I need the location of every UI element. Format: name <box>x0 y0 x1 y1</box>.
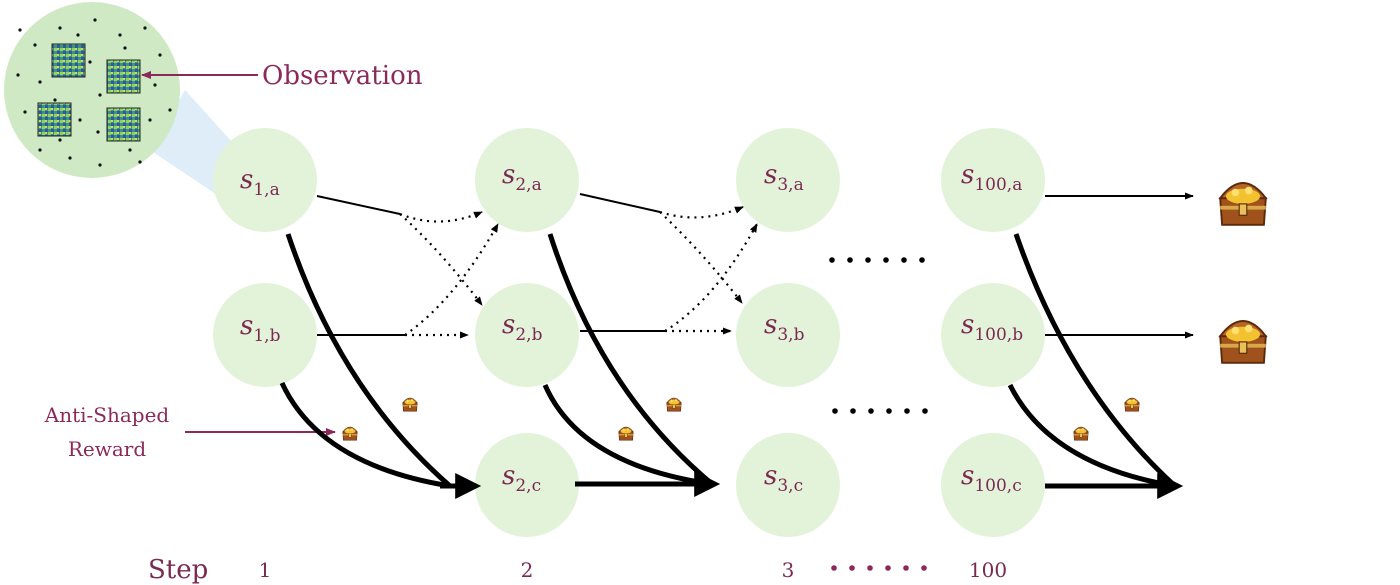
node-labels: s1,a s1,b s2,a s2,b s2,c s3,a s3,b s3,c … <box>240 160 1023 496</box>
treasure-chest-icon <box>666 397 682 412</box>
step-value-2: 2 <box>521 558 534 582</box>
observation-patch-icon <box>106 107 141 142</box>
step-value-3: 3 <box>782 558 795 582</box>
dotted-edges <box>399 205 758 339</box>
treasure-chest-icon <box>1073 426 1089 441</box>
node-s1a <box>213 128 317 232</box>
observation-dots <box>16 18 172 167</box>
node-s3a <box>736 128 840 232</box>
node-s3b <box>736 283 840 387</box>
edge-s1a-s2a <box>399 210 483 223</box>
step-label: Step <box>148 555 208 585</box>
node-label-s100b: s100,b <box>961 310 1023 345</box>
node-s3c <box>736 433 840 537</box>
ellipsis-row-a <box>829 257 925 263</box>
node-label-s2b: s2,b <box>502 310 543 345</box>
observation-zoom <box>4 2 180 178</box>
step-value-100: 100 <box>969 558 1007 582</box>
node-label-s1b: s1,b <box>240 311 281 346</box>
edge-s2a-s3a <box>659 205 744 219</box>
treasure-chest-icon <box>618 426 634 441</box>
edge-s1a-s2b <box>399 213 483 306</box>
treasure-chest-icon <box>1219 182 1267 226</box>
node-s100b <box>941 283 1045 387</box>
step-row: Step 1 2 3 100 <box>148 555 1007 585</box>
ellipsis-steps <box>831 565 927 571</box>
solid-edges <box>316 192 1194 339</box>
node-s2b <box>475 283 579 387</box>
treasure-chest-icon <box>342 426 358 441</box>
node-label-s3a: s3,a <box>764 160 804 195</box>
node-s100a <box>941 128 1045 232</box>
node-label-s1a: s1,a <box>240 165 280 200</box>
edge-s1a-out <box>316 195 401 215</box>
anti-shaped-label-line1: Anti-Shaped <box>44 403 170 427</box>
treasure-chest-icon <box>402 397 418 412</box>
nodes <box>213 128 1045 537</box>
node-label-s3b: s3,b <box>764 310 805 345</box>
node-label-s100a: s100,a <box>961 160 1022 195</box>
observation-label: Observation <box>262 61 423 91</box>
node-s1b <box>213 283 317 387</box>
treasure-chest-icon <box>1219 320 1267 364</box>
node-label-s100c: s100,c <box>961 461 1022 496</box>
edge-s2a-s3b <box>659 211 743 304</box>
node-s100c <box>941 433 1045 537</box>
ellipsis-row-c <box>832 408 928 414</box>
node-s2a <box>475 128 579 232</box>
anti-shaped-label-line2: Reward <box>68 437 146 461</box>
observation-patch-icon <box>51 43 86 78</box>
final-rewards <box>1219 182 1267 364</box>
observation-circle <box>4 2 180 178</box>
node-label-s2a: s2,a <box>502 160 542 195</box>
edge-s1b-s2a <box>404 223 499 336</box>
node-label-s2c: s2,c <box>502 461 541 496</box>
edge-s2a-out <box>579 193 661 213</box>
thick-edges <box>279 233 1177 489</box>
treasure-chest-icon <box>1124 397 1140 412</box>
observation-patch-icon <box>106 59 141 94</box>
step-value-1: 1 <box>259 558 272 582</box>
node-s2c <box>475 433 579 537</box>
observation-patch-icon <box>37 102 72 137</box>
node-label-s3c: s3,c <box>764 461 803 496</box>
edge-s2b-s3a <box>664 223 758 332</box>
